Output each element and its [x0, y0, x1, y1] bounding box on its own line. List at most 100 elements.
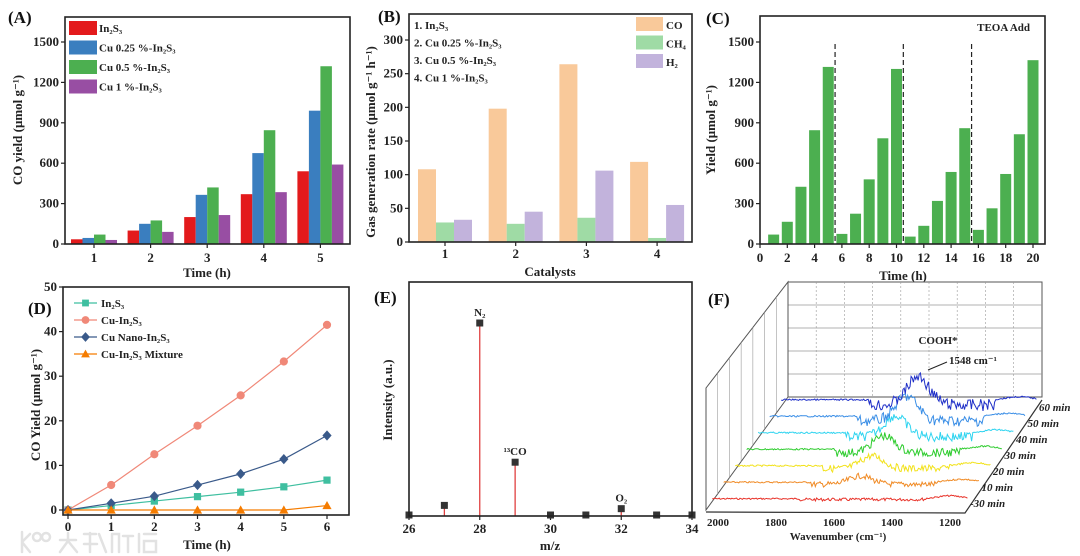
y-tick-label: 10 — [44, 457, 57, 472]
time-label: 10 min — [982, 482, 1013, 494]
bar — [891, 68, 902, 244]
catalyst-note: 1. In₂S₃ — [414, 20, 449, 32]
y-tick-label: 300 — [735, 196, 755, 211]
watermark-logo-ring — [31, 531, 43, 543]
x-tick-label: 4 — [237, 519, 244, 534]
bar — [488, 108, 507, 243]
bar — [972, 229, 984, 244]
data-point — [653, 511, 661, 519]
data-point — [322, 430, 332, 441]
x-tick-label: 14 — [945, 250, 959, 265]
time-label: 60 min — [1039, 402, 1070, 414]
panel-c-bar-chart: (C) 0 300 600 900 1200 1500 0 2 4 6 8 10 12 14 16 18 20 TE… — [703, 9, 1046, 283]
legend-label: In₂S₃ — [101, 298, 125, 310]
legend-label: Cu-In₂S₃ Mixture — [101, 349, 183, 361]
legend-swatch — [636, 17, 663, 31]
y-tick-label: 0 — [748, 236, 755, 251]
legend-label: Cu 0.5 %-In₂S₃ — [99, 62, 171, 74]
y-tick-label: 150 — [384, 133, 404, 148]
bar — [195, 194, 208, 244]
x-tick-label: 4 — [654, 246, 661, 261]
x-tick-label: 6 — [324, 519, 331, 534]
bar — [94, 234, 106, 244]
x-axis-label: Time (h) — [183, 265, 231, 280]
bar — [436, 222, 454, 242]
data-point — [476, 319, 484, 327]
legend-label: CH₄ — [666, 39, 687, 51]
y-axis-label: CO yield (μmol g⁻¹) — [10, 75, 25, 185]
bar — [822, 66, 834, 244]
legend-label: Cu-In₂S₃ — [101, 315, 143, 327]
bar — [105, 239, 117, 244]
y-tick-label: 50 — [390, 200, 403, 215]
x-tick-label: 1400 — [881, 517, 904, 529]
spectrum-curve — [723, 472, 980, 489]
data-point — [279, 505, 289, 514]
y-axis-label: CO Yield (μmol g⁻¹) — [28, 349, 43, 461]
legend-swatch — [69, 79, 97, 94]
bar — [904, 236, 916, 244]
time-label: 20 min — [992, 466, 1024, 478]
bar — [320, 66, 332, 245]
data-point — [279, 454, 289, 465]
plot-frame — [408, 13, 693, 243]
y-tick-label: 900 — [40, 115, 60, 130]
bar — [1027, 60, 1039, 245]
legend-swatch — [69, 60, 97, 74]
bar — [524, 211, 543, 242]
y-tick-label: 1200 — [33, 74, 59, 89]
legend-label: Cu 0.25 %-In₂S₃ — [99, 43, 176, 55]
bar — [454, 219, 472, 242]
plot-frame — [62, 286, 350, 516]
bar — [1013, 134, 1025, 244]
time-label: -30 min — [970, 498, 1005, 510]
peak-label: ¹³CO — [504, 446, 528, 458]
data-point — [63, 505, 73, 514]
x-axis-label: Catalysts — [524, 264, 575, 279]
data-point — [192, 505, 203, 514]
y-tick-label: 0 — [53, 236, 60, 251]
bar — [331, 164, 344, 244]
x-tick-label: 18 — [999, 250, 1013, 265]
bar — [184, 217, 196, 244]
data-point — [236, 391, 245, 400]
plot-frame — [64, 16, 351, 245]
x-tick-label: 28 — [473, 521, 487, 536]
watermark-logo — [20, 530, 158, 554]
data-point — [322, 320, 332, 330]
data-point — [440, 501, 448, 509]
side-wall — [705, 280, 789, 512]
x-tick-label: 1 — [108, 519, 115, 534]
catalyst-note: 2. Cu 0.25 %-In₂S₃ — [414, 38, 502, 50]
time-label: 40 min — [1015, 434, 1047, 446]
bar — [207, 187, 219, 244]
bar — [781, 221, 793, 244]
watermark-logo-ring — [40, 531, 52, 543]
data-point — [149, 491, 159, 502]
bar — [836, 233, 848, 244]
y-tick-label: 1500 — [728, 34, 754, 49]
x-tick-label: 6 — [839, 250, 846, 265]
panel-a-bar-chart: (A) 0 300 600 900 1200 1500 1 2 3 4 5 In₂S₃ Cu 0.25 %… — [8, 8, 351, 280]
y-tick-label: 900 — [735, 115, 755, 130]
y-tick-label: 1200 — [728, 74, 754, 89]
data-point — [236, 468, 246, 479]
watermark-logo-glyph — [110, 532, 135, 554]
bar — [240, 194, 253, 244]
data-point — [582, 511, 590, 519]
x-tick-label: 34 — [686, 521, 700, 536]
x-tick-label: 5 — [281, 519, 288, 534]
bar — [82, 237, 94, 244]
bar — [595, 170, 614, 242]
panel-d-line-chart: (D) 0 10 20 30 40 50 0 1 2 3 4 5 6 In₂S₃ Cu-In₂S₃ Cu Nan… — [28, 279, 350, 552]
legend-swatch — [636, 35, 663, 50]
spectrum-curve — [781, 371, 1037, 411]
y-tick-label: 600 — [40, 155, 60, 170]
data-point — [237, 488, 245, 496]
data-point — [81, 349, 90, 358]
y-axis-label: Yield (μmol g⁻¹) — [703, 85, 718, 175]
plot-frame — [408, 281, 693, 517]
y-tick-label: 600 — [735, 155, 755, 170]
y-tick-label: 50 — [44, 279, 57, 294]
data-point — [322, 500, 332, 510]
